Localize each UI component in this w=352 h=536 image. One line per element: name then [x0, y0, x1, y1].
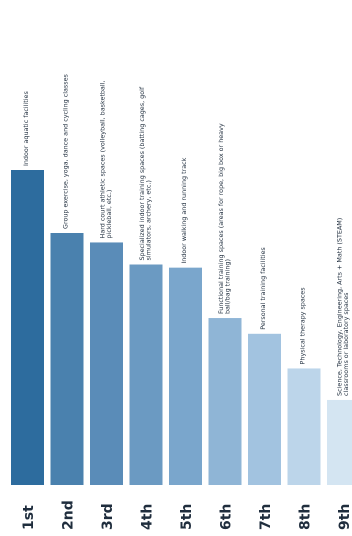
- bar-label-2nd: Group exercise, yoga, dance and cycling …: [62, 74, 70, 229]
- bar-8th: [287, 368, 321, 485]
- rank-label-4th: 4th: [140, 504, 156, 530]
- rank-label-5th: 5th: [179, 504, 195, 530]
- bars-group: [11, 170, 352, 485]
- bar-1st: [11, 170, 44, 485]
- bar-labels-group: Indoor aquatic facilities Group exercise,…: [22, 74, 350, 396]
- bar-2nd: [50, 233, 84, 485]
- rank-label-9th: 9th: [337, 504, 352, 530]
- bar-7th: [248, 333, 281, 485]
- bar-label-9th: Science, Technology, Engineering, Arts +…: [335, 218, 350, 396]
- bar-label-8th: Physical therapy spaces: [299, 287, 307, 365]
- bar-label-4th: Specialized indoor training spaces (batt…: [138, 86, 153, 260]
- bar-9th: [327, 399, 352, 485]
- bar-label-1st: Indoor aquatic facilities: [22, 91, 30, 166]
- rank-label-2nd: 2nd: [61, 500, 77, 530]
- rank-label-3rd: 3rd: [100, 503, 116, 530]
- rank-label-8th: 8th: [298, 504, 314, 530]
- bar-5th: [169, 267, 202, 485]
- rank-label-7th: 7th: [258, 504, 274, 530]
- rank-label-6th: 6th: [219, 504, 235, 530]
- rank-labels-group: 1st 2nd 3rd 4th 5th 6th 7th 8th 9th: [21, 500, 352, 530]
- bar-6th: [208, 318, 242, 485]
- bar-3rd: [90, 242, 123, 485]
- bar-4th: [129, 264, 163, 485]
- bar-label-5th: Indoor walking and running track: [180, 157, 188, 263]
- bar-label-7th: Personal training facilities: [259, 247, 267, 330]
- bar-label-6th: Functional training spaces (areas for ro…: [217, 123, 232, 314]
- rank-label-1st: 1st: [21, 505, 37, 530]
- bar-label-3rd: Hard court athletic spaces (volleyball, …: [98, 81, 113, 239]
